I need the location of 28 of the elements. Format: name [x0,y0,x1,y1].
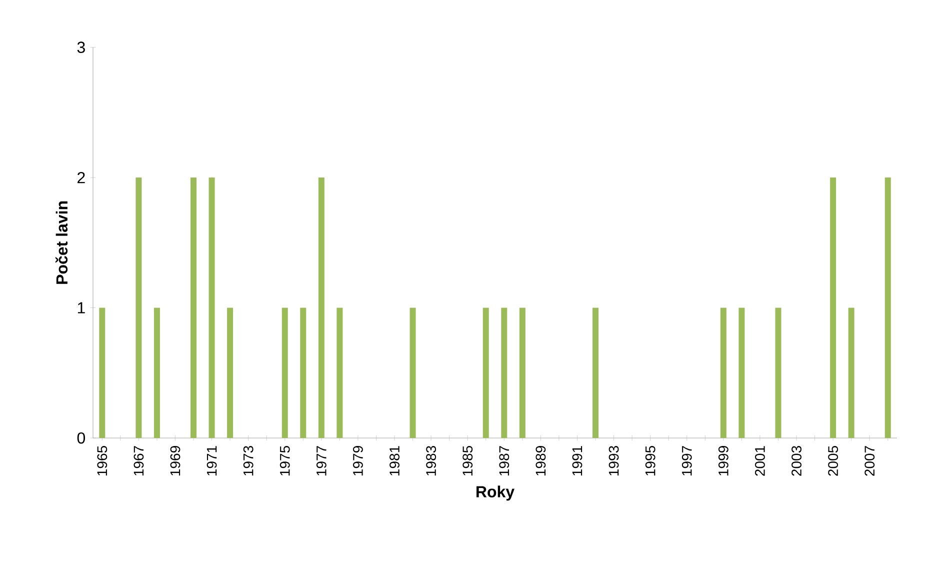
x-tick-label: 1989 [536,446,546,476]
y-tick-label: 1 [78,302,85,314]
x-tick-label: 1967 [134,446,144,476]
x-tick-label: 2003 [792,446,802,476]
x-axis-title: Roky [476,486,514,501]
x-tick-label: 1975 [280,446,290,476]
x-tick-label: 1981 [390,446,400,476]
y-tick-label: 3 [77,42,85,53]
x-tick-label: 1969 [170,446,180,476]
x-tick-label: 1987 [499,446,510,476]
y-axis-title: Počet lavin [55,201,68,284]
x-tick-label: 1983 [426,446,436,476]
x-tick-label: 1997 [682,446,692,476]
x-tick-label: 2007 [864,446,875,476]
x-tick-label: 1979 [353,446,363,476]
x-tick-label: 1971 [206,446,217,476]
x-tick-label: 1965 [97,446,108,476]
x-tick-label: 1999 [718,446,728,476]
x-tick-label: 1995 [645,446,656,476]
x-tick-label: 2001 [755,446,765,476]
y-tick-label: 2 [78,172,85,184]
x-tick-label: 1973 [243,446,254,476]
x-tick-label: 1985 [462,446,473,476]
y-tick-label: 0 [77,432,86,444]
x-tick-label: 1977 [316,446,326,476]
x-tick-label: 2005 [828,446,838,476]
x-tick-label: 1993 [608,446,619,476]
x-tick-label: 1991 [572,446,582,476]
